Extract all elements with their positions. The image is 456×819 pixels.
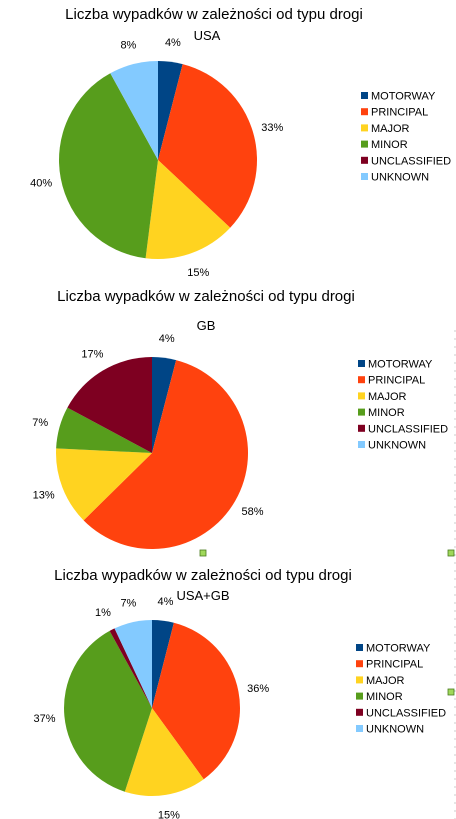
slice-label-major: 13% — [33, 489, 55, 501]
legend-label-principal: PRINCIPAL — [368, 375, 425, 387]
legend-label-motorway: MOTORWAY — [368, 359, 433, 371]
pie-slice-minor — [59, 73, 158, 259]
legend-label-principal: PRINCIPAL — [371, 107, 428, 119]
legend-swatch-motorway — [358, 360, 365, 367]
legend-swatch-principal — [361, 108, 368, 116]
legend-label-unknown: UNKNOWN — [368, 440, 426, 452]
pie-slice-principal — [83, 360, 249, 550]
chart-subtitle: USA+GB — [176, 588, 229, 603]
slice-label-motorway: 4% — [159, 333, 175, 345]
legend-label-major: MAJOR — [366, 675, 405, 687]
slice-label-minor: 40% — [30, 177, 52, 189]
pie-chart-usa: Liczba wypadków w zależności od typu dro… — [30, 6, 451, 279]
pie-slice-unclassified — [109, 628, 152, 708]
legend-swatch-unknown — [358, 441, 365, 448]
legend-label-motorway: MOTORWAY — [366, 643, 431, 655]
pie-slice-principal — [158, 64, 258, 228]
pie-slice-motorway — [152, 357, 177, 453]
chart-title: Liczba wypadków w zależności od typu dro… — [57, 288, 355, 305]
selection-handle[interactable] — [447, 549, 455, 557]
pie-slice-major — [56, 448, 153, 521]
legend-label-minor: MINOR — [366, 691, 403, 703]
legend-label-major: MAJOR — [371, 123, 410, 135]
chart-legend: MOTORWAY PRINCIPAL MAJOR MINOR UNCLASSIFIED U… — [356, 643, 446, 736]
legend-swatch-unknown — [361, 173, 368, 180]
pie-slice-principal — [152, 622, 241, 780]
slice-label-minor: 37% — [33, 713, 55, 725]
chart-subtitle: GB — [197, 318, 216, 333]
slice-label-major: 15% — [158, 810, 180, 819]
pie-slice-unknown — [114, 620, 152, 708]
legend-swatch-minor — [361, 140, 368, 148]
legend-label-unknown: UNKNOWN — [371, 172, 429, 184]
slice-label-unknown: 7% — [120, 598, 136, 610]
chart-legend: MOTORWAY PRINCIPAL MAJOR MINOR UNCLASSIFIED U… — [361, 91, 451, 184]
slice-label-unclassified: 1% — [95, 607, 111, 619]
legend-swatch-principal — [356, 660, 363, 668]
legend-label-motorway: MOTORWAY — [371, 91, 436, 103]
legend-label-unclassified: UNCLASSIFIED — [368, 423, 448, 435]
legend-swatch-unclassified — [358, 424, 365, 432]
slice-label-unknown: 8% — [120, 40, 136, 52]
pie-chart-gb: Liczba wypadków w zależności od typu dro… — [32, 288, 448, 550]
selection-handle[interactable] — [447, 688, 455, 696]
pie-slice-unknown — [110, 61, 158, 160]
chart-title: Liczba wypadków w zależności od typu dro… — [54, 567, 352, 584]
legend-swatch-major — [356, 676, 363, 684]
legend-swatch-major — [358, 392, 365, 400]
pie-slice-minor — [64, 630, 152, 792]
legend-label-minor: MINOR — [371, 139, 408, 151]
legend-swatch-unclassified — [361, 156, 368, 164]
legend-swatch-minor — [356, 692, 363, 700]
pie-slice-major — [124, 708, 204, 796]
legend-swatch-unknown — [356, 725, 363, 732]
pie-slice-unclassified — [67, 357, 152, 453]
legend-swatch-major — [361, 124, 368, 132]
legend-swatch-unclassified — [356, 708, 363, 716]
pie-chart-usa-gb: Liczba wypadków w zależności od typu dro… — [33, 567, 446, 819]
legend-swatch-motorway — [356, 644, 363, 651]
legend-swatch-principal — [358, 376, 365, 384]
selection-handle[interactable] — [199, 549, 207, 557]
legend-label-principal: PRINCIPAL — [366, 659, 423, 671]
legend-label-unclassified: UNCLASSIFIED — [366, 707, 446, 719]
pie-slice-major — [145, 160, 231, 260]
slice-label-principal: 36% — [247, 683, 269, 695]
legend-label-major: MAJOR — [368, 391, 407, 403]
legend-label-minor: MINOR — [368, 407, 405, 419]
slice-label-major: 15% — [187, 267, 209, 279]
slice-label-motorway: 4% — [165, 37, 181, 49]
legend-swatch-motorway — [361, 92, 368, 99]
chart-title: Liczba wypadków w zależności od typu dro… — [65, 6, 363, 23]
pie-slice-minor — [56, 407, 152, 453]
slice-label-principal: 33% — [261, 122, 283, 134]
legend-swatch-minor — [358, 408, 365, 416]
pie-slice-motorway — [158, 61, 183, 160]
legend-label-unclassified: UNCLASSIFIED — [371, 155, 451, 167]
slice-label-minor: 7% — [32, 417, 48, 429]
chart-legend: MOTORWAY PRINCIPAL MAJOR MINOR UNCLASSIFIED U… — [358, 359, 448, 452]
legend-label-unknown: UNKNOWN — [366, 724, 424, 736]
chart-subtitle: USA — [194, 28, 221, 43]
pie-slice-motorway — [152, 620, 174, 708]
slice-label-unclassified: 17% — [81, 349, 103, 361]
slice-label-principal: 58% — [241, 506, 263, 518]
slice-label-motorway: 4% — [158, 596, 174, 608]
